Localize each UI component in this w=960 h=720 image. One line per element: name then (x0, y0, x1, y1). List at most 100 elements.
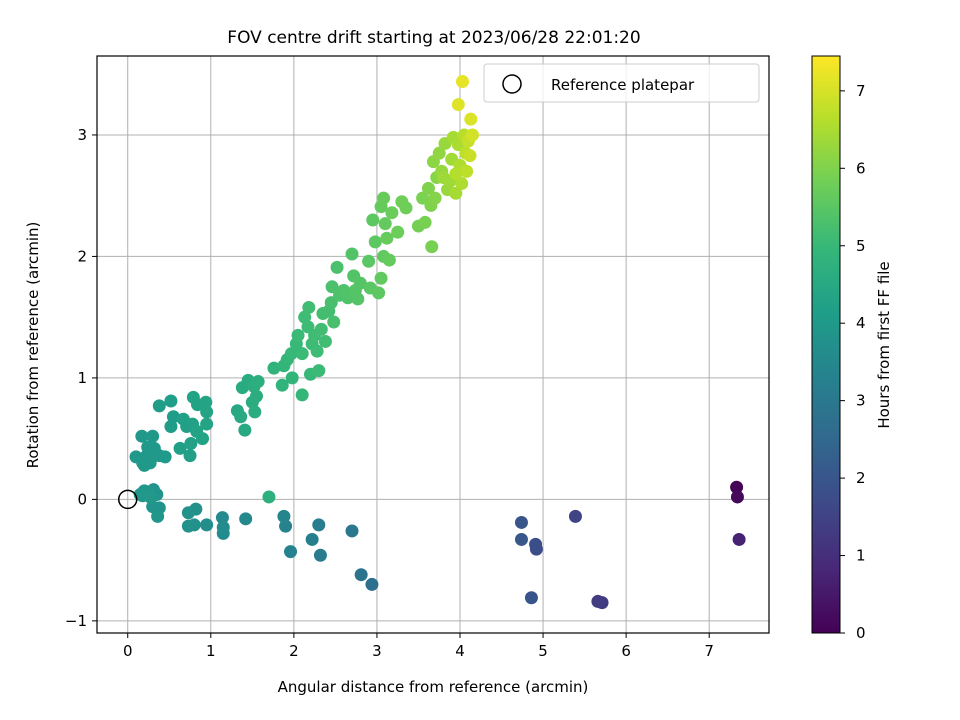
data-point (451, 138, 465, 152)
data-point (164, 394, 178, 408)
x-tick-label: 2 (289, 642, 299, 660)
data-point (378, 217, 392, 231)
data-point (354, 568, 368, 582)
data-point (377, 191, 391, 205)
data-point (200, 405, 214, 419)
data-point (327, 315, 341, 329)
data-point (568, 509, 582, 523)
colorbar-label: Hours from first FF file (875, 261, 893, 428)
data-point (436, 170, 450, 184)
data-point (432, 146, 446, 160)
data-point (524, 591, 538, 605)
data-point (465, 128, 479, 142)
data-point (181, 519, 195, 533)
colorbar-tick-label: 7 (856, 82, 866, 100)
data-point (399, 201, 413, 215)
data-point (372, 286, 386, 300)
colorbar-tick-label: 3 (856, 392, 866, 410)
data-point (200, 417, 214, 431)
y-tick-label: 3 (77, 126, 87, 144)
x-tick-label: 4 (455, 642, 465, 660)
data-point (365, 577, 379, 591)
data-point (314, 322, 328, 336)
x-tick-label: 3 (372, 642, 382, 660)
data-point (312, 518, 326, 532)
data-point (279, 519, 293, 533)
data-point (353, 276, 367, 290)
data-point (302, 300, 316, 314)
data-point (199, 395, 213, 409)
data-point (325, 280, 339, 294)
data-point (277, 509, 291, 523)
data-point (183, 449, 197, 463)
data-point (529, 537, 543, 551)
data-point (449, 186, 463, 200)
y-tick-label: −1 (65, 612, 87, 630)
data-point (146, 500, 160, 514)
data-point (267, 361, 281, 375)
legend-label: Reference platepar (551, 76, 695, 94)
data-point (313, 548, 327, 562)
data-point (425, 240, 439, 254)
reference-marker (117, 489, 138, 510)
data-point (421, 181, 435, 195)
data-point (181, 506, 195, 520)
data-point (248, 405, 262, 419)
x-tick-label: 1 (206, 642, 216, 660)
data-point (428, 191, 442, 205)
data-point (184, 437, 198, 451)
data-point (140, 449, 154, 463)
data-point (298, 310, 312, 324)
data-point (234, 410, 248, 424)
colorbar-tick-label: 5 (856, 237, 866, 255)
data-point (152, 399, 166, 413)
data-point (158, 450, 172, 464)
x-tick-label: 7 (704, 642, 714, 660)
data-point (730, 490, 744, 504)
data-point (164, 419, 178, 433)
data-point (366, 213, 380, 227)
data-point (514, 515, 528, 529)
plot-frame (96, 55, 770, 634)
data-point (368, 235, 382, 249)
data-point (151, 509, 165, 523)
legend-box (483, 63, 760, 103)
data-point (238, 423, 252, 437)
legend-reference-marker (502, 74, 522, 94)
data-point (463, 149, 477, 163)
colorbar-tick-label: 2 (856, 469, 866, 487)
data-point (464, 112, 478, 126)
data-point (514, 532, 528, 546)
data-point (295, 347, 309, 361)
x-tick-label: 6 (621, 642, 631, 660)
colorbar-tick-label: 1 (856, 547, 866, 565)
y-tick-label: 1 (77, 369, 87, 387)
data-point (345, 524, 359, 538)
data-point (173, 441, 187, 455)
colorbar-tick-label: 0 (856, 624, 866, 642)
colorbar-tick-label: 6 (856, 159, 866, 177)
y-axis-label: Rotation from reference (arcmin) (24, 222, 42, 469)
data-point (312, 364, 326, 378)
data-point (460, 164, 474, 178)
data-point (382, 253, 396, 267)
data-point (305, 532, 319, 546)
y-axis-ticks: −1 0 1 2 3 (65, 126, 97, 630)
x-tick-label: 5 (538, 642, 548, 660)
data-point (275, 378, 289, 392)
chart-title: FOV centre drift starting at 2023/06/28 … (227, 28, 640, 48)
data-point (195, 432, 209, 446)
data-point (345, 247, 359, 261)
y-tick-label: 2 (77, 247, 87, 265)
data-point (143, 490, 157, 504)
data-point (166, 410, 180, 424)
x-tick-label: 0 (123, 642, 133, 660)
data-point (135, 429, 149, 443)
data-point (418, 215, 432, 229)
x-axis-label: Angular distance from reference (arcmin) (278, 678, 589, 696)
data-point (330, 260, 344, 274)
data-point (374, 271, 388, 285)
data-point (732, 532, 746, 546)
data-point (362, 254, 376, 268)
